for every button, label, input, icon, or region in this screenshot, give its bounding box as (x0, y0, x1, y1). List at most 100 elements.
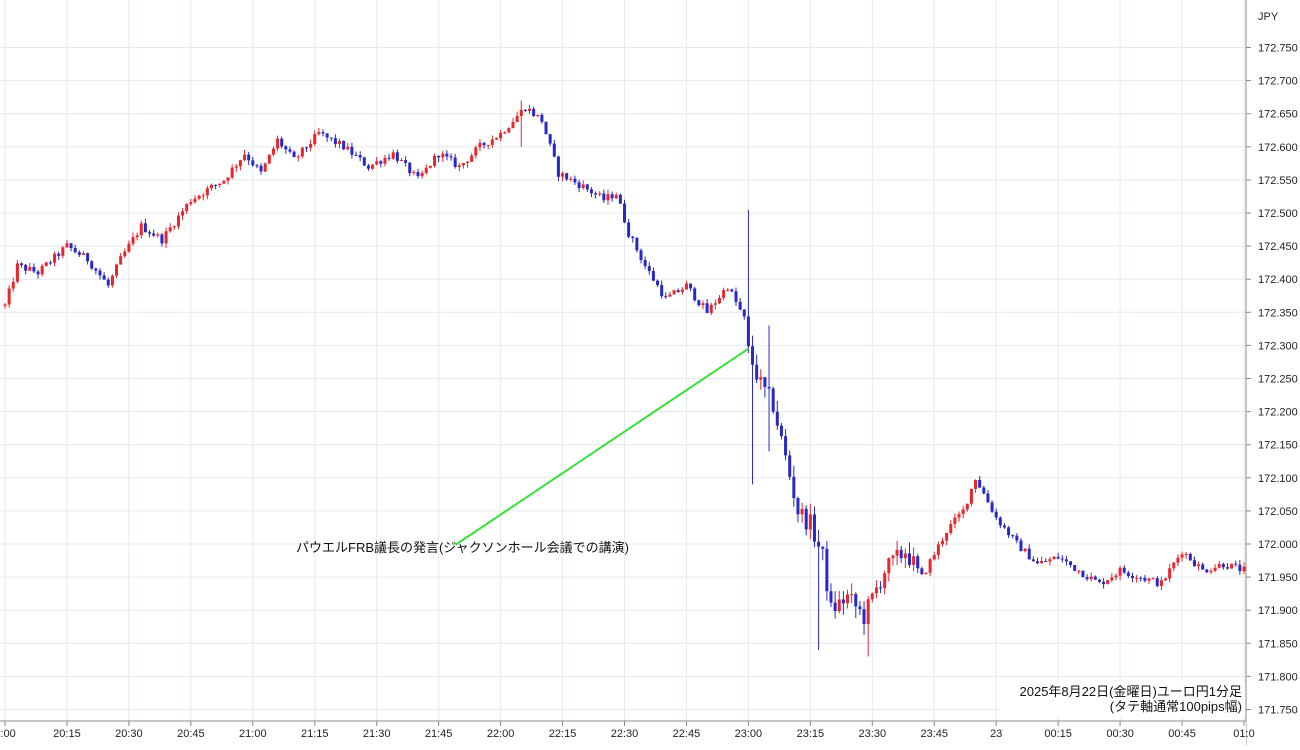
candle (796, 496, 800, 523)
candle-body (1081, 570, 1085, 578)
candle (98, 268, 102, 280)
candle (412, 170, 416, 176)
candle-body (746, 316, 750, 347)
price-tick-label: 172.700 (1258, 76, 1298, 88)
candle (1044, 558, 1048, 563)
candle (309, 139, 313, 152)
candle (643, 256, 647, 270)
candle (424, 164, 428, 175)
candle (449, 153, 453, 161)
candle (1085, 574, 1089, 582)
candle (928, 557, 932, 577)
candle (1242, 562, 1246, 574)
candle (172, 225, 176, 230)
candle (478, 139, 482, 152)
candle-body (548, 134, 552, 144)
candle (742, 309, 746, 320)
candle-body (395, 152, 399, 161)
candle-body (168, 227, 172, 232)
candle-body (903, 553, 907, 559)
candle-body (210, 184, 213, 189)
candle-body (1155, 578, 1159, 587)
candle (945, 532, 949, 546)
candle (482, 141, 486, 149)
candle-body (635, 237, 639, 251)
candle-body (1213, 567, 1217, 571)
candle-body (676, 290, 680, 293)
candle-body (1176, 557, 1180, 563)
time-tick-label: 22:00 (487, 728, 515, 740)
candle-body (540, 114, 544, 122)
candle (445, 150, 449, 161)
candle (15, 259, 19, 284)
time-tick-label: 00:15 (1044, 728, 1072, 740)
candle-body (420, 173, 424, 177)
candle (263, 162, 267, 173)
candle (143, 218, 147, 233)
candle-body (1209, 570, 1213, 573)
candle (561, 171, 565, 182)
candle-body (354, 154, 358, 156)
candle (474, 145, 478, 159)
candle (61, 245, 65, 259)
candle-body (1007, 527, 1011, 536)
candle (602, 189, 606, 203)
candle (808, 503, 812, 540)
candle-body (296, 156, 300, 158)
candle-body (81, 253, 85, 255)
candle (119, 253, 123, 265)
candle (152, 229, 156, 237)
candle (32, 263, 36, 274)
candle-body (528, 108, 532, 111)
time-tick-label: 21:00 (239, 728, 267, 740)
candle (1002, 523, 1006, 529)
candle-body (627, 222, 631, 237)
candle-body (148, 232, 152, 234)
candle (408, 161, 412, 177)
candle-body (259, 165, 263, 172)
candle (461, 162, 465, 169)
candle-body (255, 165, 259, 167)
candle (1048, 556, 1052, 566)
candle-body (994, 511, 998, 518)
price-tick-label: 172.100 (1258, 473, 1298, 485)
candle (168, 223, 172, 233)
price-axis[interactable]: JPY 172.750 172.700 172.650 172.600 172.550 1… (1245, 0, 1300, 745)
time-tick-label: 20:30 (115, 728, 143, 740)
candle (887, 557, 891, 582)
candle-body (519, 109, 523, 117)
price-tick-label: 172.650 (1258, 109, 1298, 121)
candle-body (1230, 563, 1234, 569)
candle-body (953, 517, 957, 525)
candle-body (722, 290, 726, 298)
candle (338, 138, 342, 149)
candle-body (1040, 561, 1044, 564)
candle (660, 280, 664, 299)
candle (895, 540, 899, 565)
candle-body (494, 138, 498, 140)
candle (618, 193, 622, 204)
candle-body (684, 283, 688, 290)
candle-body (1011, 535, 1015, 537)
time-tick-label: 23:00 (735, 728, 763, 740)
candle (189, 198, 193, 207)
candle (292, 150, 296, 158)
candle (48, 260, 52, 266)
candle (536, 114, 540, 118)
candle-body (730, 289, 734, 292)
candle-body (932, 554, 936, 560)
candle-body (552, 143, 556, 157)
candle-body (366, 165, 370, 169)
candle (656, 279, 660, 288)
candle-body (11, 281, 15, 289)
candle (40, 263, 44, 277)
candle-body (284, 146, 288, 150)
time-axis[interactable]: 0:00 20:15 20:30 20:45 21:00 21:15 21:30 21:45 2… (0, 720, 1255, 745)
candle (879, 581, 883, 594)
candle-body (288, 149, 292, 152)
candle-body (474, 147, 478, 156)
candle (961, 505, 965, 519)
candle-body (651, 271, 655, 281)
candle-body (713, 303, 717, 305)
